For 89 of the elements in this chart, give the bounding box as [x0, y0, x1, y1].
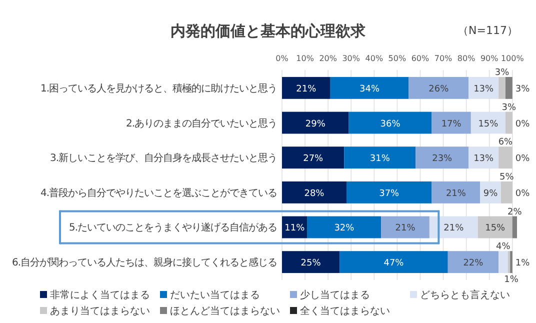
- data-label: 3%: [515, 84, 530, 94]
- bar: [468, 146, 499, 169]
- data-label: 34%: [360, 84, 380, 94]
- y-tick-label: 2.ありのままの自分でいたいと思う: [126, 117, 277, 130]
- bar: [330, 76, 409, 99]
- chart-title: 内発的価値と基本的心理欲求: [170, 22, 366, 40]
- y-tick-label: 3.新しいことを学び、自分自身を成長させたいと思う: [50, 152, 277, 164]
- bar: [512, 216, 517, 238]
- bar: [348, 112, 432, 134]
- bar: [498, 146, 512, 169]
- legend-label: 非常によく当てはまる: [50, 289, 150, 301]
- bar: [432, 181, 480, 204]
- bar: [307, 216, 382, 238]
- bar: [381, 216, 430, 238]
- bar: [500, 181, 512, 204]
- data-label: 23%: [432, 154, 453, 164]
- bar: [282, 251, 340, 274]
- bar: [498, 76, 506, 99]
- data-label: 3%: [494, 68, 510, 78]
- x-tick-label: 100%: [500, 54, 524, 63]
- text: （N=117）: [458, 24, 518, 37]
- bar: [282, 112, 349, 134]
- x-tick-label: 40%: [365, 54, 384, 63]
- legend-label: 全く当てはまらない: [300, 305, 390, 317]
- data-label: 17%: [441, 119, 462, 130]
- bar: [282, 76, 330, 99]
- data-label: 21%: [296, 84, 317, 94]
- legend-label: どちらとも言えない: [420, 289, 510, 301]
- data-label: 1%: [504, 275, 519, 286]
- data-label: 27%: [303, 154, 324, 164]
- y-tick-label: 6.自分が関わっている人たちは、親身に接してくれると感じる: [12, 256, 277, 269]
- bar: [416, 146, 469, 169]
- y-tick-label: 4.普段から自分でやりたいことを選ぶことができている: [40, 186, 277, 199]
- data-label: 15%: [485, 224, 506, 234]
- data-label: 6%: [498, 138, 514, 148]
- data-label: 37%: [379, 188, 400, 199]
- data-label: 15%: [478, 119, 499, 130]
- data-label: 25%: [300, 258, 322, 269]
- data-label: 31%: [370, 154, 390, 164]
- bar: [282, 181, 347, 204]
- data-label: 29%: [305, 119, 326, 130]
- bar: [344, 146, 416, 169]
- x-tick-label: 50%: [388, 54, 406, 63]
- legend-label: ほとんど当てはまらない: [170, 305, 280, 317]
- data-label: 47%: [384, 258, 404, 269]
- data-label: 4%: [496, 242, 511, 252]
- bar: [432, 112, 471, 134]
- data-label: 0%: [515, 188, 530, 199]
- bar: [448, 251, 499, 274]
- data-label: 3%: [502, 102, 517, 113]
- data-label: 28%: [304, 188, 325, 199]
- x-tick-label: 0%: [276, 54, 289, 63]
- x-tick-label: 70%: [434, 54, 453, 63]
- data-label: 36%: [380, 119, 401, 130]
- data-label: 26%: [428, 84, 450, 94]
- data-label: 0%: [515, 119, 530, 130]
- bar: [408, 76, 469, 99]
- legend-label: だいたい当てはまる: [170, 289, 260, 301]
- x-tick-label: 80%: [457, 54, 476, 63]
- x-tick-label: 10%: [296, 54, 314, 63]
- bar: [480, 181, 501, 204]
- x-tick-label: 20%: [319, 54, 338, 63]
- data-label: 5%: [499, 172, 514, 182]
- bar: [340, 251, 448, 274]
- x-tick-label: 90%: [480, 54, 499, 63]
- data-label: 13%: [474, 154, 494, 164]
- data-label: 21%: [395, 224, 416, 234]
- bar: [505, 112, 512, 134]
- data-label: 2%: [508, 207, 522, 218]
- y-tick-label: 5.たいていのことをうまくやり遂げる自信がある: [68, 222, 277, 234]
- y-tick-label: 1.困っている人を見かけると、積極的に助けたいと思う: [40, 82, 277, 94]
- bar: [346, 181, 432, 204]
- data-label: 21%: [444, 224, 464, 234]
- x-tick-label: 30%: [342, 54, 360, 63]
- legend-label: あまり当てはまらない: [50, 305, 150, 317]
- data-label: 13%: [474, 84, 494, 94]
- bar: [505, 76, 512, 99]
- data-label: 0%: [515, 154, 530, 164]
- data-label: 21%: [446, 188, 466, 199]
- data-label: 22%: [463, 258, 484, 269]
- bar: [282, 146, 344, 169]
- bar: [468, 76, 499, 99]
- data-label: 1%: [515, 258, 530, 269]
- data-label: 11%: [284, 224, 306, 234]
- data-label: 32%: [334, 224, 355, 234]
- data-label: 9%: [483, 188, 498, 199]
- bar: [498, 251, 508, 274]
- legend-label: 少し当てはまる: [300, 289, 370, 301]
- x-tick-label: 60%: [411, 54, 430, 63]
